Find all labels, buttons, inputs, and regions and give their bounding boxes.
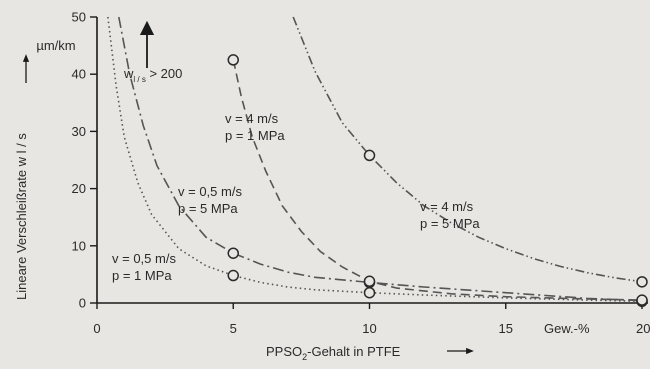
y-tick-label: 0 [79,296,86,311]
series-label: v = 4 m/s [225,111,279,126]
x-axis-title-part: PPSO [266,344,302,359]
series-label: v = 0,5 m/s [112,251,176,266]
series-label: v = 4 m/s [420,199,474,214]
data-point-marker [227,54,239,66]
series-label: v = 0,5 m/s [178,184,242,199]
data-point-marker [363,275,376,288]
x-tick-label: 5 [230,321,237,336]
series-line-2 [118,16,643,302]
series-line-1 [107,16,643,303]
y-tick-label: 20 [72,181,86,196]
data-point-marker [363,286,376,299]
data-point-marker [227,269,239,282]
data-point-marker [636,276,648,288]
offscale-annotation-part: > 200 [146,66,183,81]
data-point-marker [363,149,376,162]
offscale-annotation-sub: l / s [133,75,145,84]
series-line-4 [292,16,643,283]
y-tick-label: 40 [72,67,86,82]
x-axis-title-part: -Gehalt in PTFE [307,344,401,359]
x-unit-label: Gew.-% [544,321,590,336]
y-tick-label: 10 [72,238,86,253]
x-tick-label: 15 [499,321,513,336]
y-axis-title: Lineare Verschleißrate w l / s [14,133,29,300]
data-point-marker [636,294,648,306]
x-tick-label: 20 [636,321,650,336]
x-axis-title-sub: 2 [302,352,307,362]
x-tick-label: 0 [93,321,100,336]
series-label: p = 1 MPa [225,128,285,143]
series-line-3 [232,59,643,301]
x-axis-title: PPSO2-Gehalt in PTFE [266,344,401,362]
series-label: p = 5 MPa [420,216,480,231]
y-tick-label: 50 [72,10,86,25]
series-label: p = 5 MPa [178,201,238,216]
offscale-annotation: wl / s > 200 [123,66,182,84]
y-unit-label: µm/km [36,38,75,53]
offscale-annotation-part: w [123,66,134,81]
x-tick-label: 10 [362,321,376,336]
series-label: p = 1 MPa [112,268,172,283]
data-point-marker [227,247,239,259]
y-tick-label: 30 [72,124,86,139]
